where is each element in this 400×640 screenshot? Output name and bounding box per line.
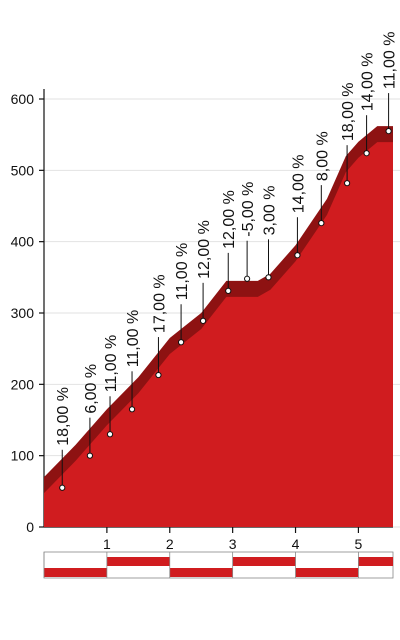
gradient-label: 12,00 % (196, 220, 213, 279)
gradient-marker (177, 339, 185, 346)
gradient-marker (385, 128, 392, 135)
gradient-marker (244, 275, 251, 282)
gradient-label: 18,00 % (340, 82, 357, 141)
x-tick-label: 4 (292, 536, 300, 552)
x-tick-label: 2 (166, 536, 174, 552)
profile-area (44, 142, 393, 527)
y-tick-label: 200 (11, 376, 35, 392)
gradient-marker (265, 274, 272, 281)
km-strip-block (295, 568, 359, 577)
gradient-label: 14,00 % (290, 155, 307, 214)
gradient-label: -5,00 % (240, 182, 257, 237)
gradient-label: 11,00 % (174, 243, 191, 301)
gradient-marker (155, 371, 162, 379)
x-tick-label: 3 (229, 536, 237, 552)
gradient-marker (199, 317, 207, 324)
gradient-label: 17,00 % (151, 274, 168, 333)
km-strip-block (232, 557, 296, 566)
y-tick-label: 0 (26, 519, 34, 535)
gradient-label: 11,00 % (382, 32, 399, 90)
y-tick-label: 600 (11, 91, 35, 107)
x-tick-label: 5 (355, 536, 363, 552)
gradient-marker (128, 406, 136, 413)
gradient-label: 18,00 % (55, 387, 72, 446)
gradient-marker (318, 220, 325, 227)
km-strip-block (44, 568, 107, 577)
gradient-marker (86, 452, 94, 459)
gradient-marker (343, 180, 351, 187)
y-tick-label: 100 (11, 448, 35, 464)
gradient-label: 11,00 % (103, 335, 120, 393)
gradient-marker (59, 484, 66, 491)
km-strip-block (358, 557, 393, 566)
gradient-marker (225, 287, 232, 294)
gradient-marker (106, 431, 114, 438)
x-tick-label: 1 (103, 536, 111, 552)
gradient-label: 11,00 % (125, 310, 142, 368)
gradient-marker (294, 252, 301, 259)
y-tick-label: 300 (11, 305, 35, 321)
gradient-label: 3,00 % (261, 186, 278, 236)
gradient-label: 8,00 % (314, 131, 331, 181)
gradient-label: 12,00 % (221, 190, 238, 249)
gradient-marker (363, 150, 370, 157)
km-strip-block (169, 568, 233, 577)
y-tick-label: 500 (11, 162, 35, 178)
km-strip-block (106, 557, 170, 566)
y-tick-label: 400 (11, 234, 35, 250)
gradient-label: 14,00 % (360, 52, 377, 111)
gradient-label: 6,00 % (83, 364, 100, 414)
